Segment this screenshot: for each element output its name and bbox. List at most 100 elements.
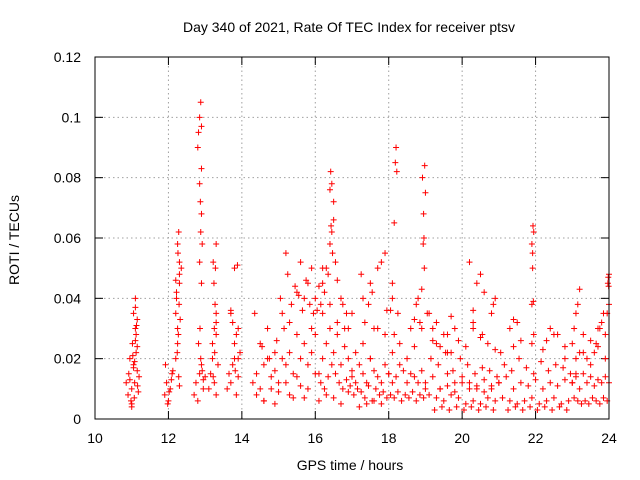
data-point	[315, 370, 322, 377]
y-tick-label: 0.08	[54, 170, 81, 186]
data-point	[530, 228, 537, 235]
data-point	[166, 388, 173, 395]
data-point	[415, 379, 422, 386]
data-point	[212, 265, 219, 272]
data-point	[363, 379, 370, 386]
x-tick-label: 12	[161, 430, 177, 446]
data-point	[343, 376, 350, 383]
data-point	[516, 355, 523, 362]
data-point	[325, 373, 332, 380]
data-point	[325, 271, 332, 278]
data-point	[574, 301, 581, 308]
data-point	[304, 385, 311, 392]
data-point	[130, 310, 137, 317]
data-point	[129, 340, 136, 347]
data-point	[532, 376, 539, 383]
data-point	[602, 331, 609, 338]
data-point	[260, 397, 267, 404]
data-point	[422, 385, 429, 392]
data-point	[385, 370, 392, 377]
y-tick-label: 0	[73, 411, 81, 427]
data-point	[234, 262, 241, 269]
data-point	[133, 322, 140, 329]
data-point	[389, 379, 396, 386]
data-point	[420, 210, 427, 217]
y-tick-label: 0.06	[54, 230, 81, 246]
data-point	[323, 340, 330, 347]
data-point	[499, 394, 506, 401]
data-point	[328, 361, 335, 368]
data-point	[529, 250, 536, 257]
data-point	[175, 373, 182, 380]
data-point	[292, 283, 299, 290]
data-point	[372, 385, 379, 392]
data-point	[237, 349, 244, 356]
data-point	[506, 397, 513, 404]
data-point	[231, 265, 238, 272]
data-point	[378, 259, 385, 266]
data-point	[343, 310, 350, 317]
data-point	[259, 343, 266, 350]
y-axis-label: ROTI / TECUs	[6, 195, 22, 285]
data-point	[257, 385, 264, 392]
data-point	[304, 280, 311, 287]
data-point	[282, 361, 289, 368]
data-point	[326, 186, 333, 193]
data-point	[475, 406, 482, 413]
data-point	[400, 367, 407, 374]
data-point	[374, 265, 381, 272]
data-point	[352, 349, 359, 356]
data-point	[510, 316, 517, 323]
data-point	[209, 355, 216, 362]
data-point	[483, 403, 490, 410]
data-point	[583, 355, 590, 362]
data-point	[172, 355, 179, 362]
data-point	[251, 310, 258, 317]
data-point	[422, 189, 429, 196]
data-point	[345, 355, 352, 362]
data-point	[337, 361, 344, 368]
data-point	[569, 379, 576, 386]
data-point	[394, 388, 401, 395]
data-point	[176, 382, 183, 389]
data-point	[293, 373, 300, 380]
data-point	[596, 400, 603, 407]
data-point	[264, 325, 271, 332]
data-point	[134, 343, 141, 350]
data-point	[437, 385, 444, 392]
data-point	[173, 289, 180, 296]
data-point	[418, 325, 425, 332]
data-point	[459, 379, 466, 386]
data-point	[492, 397, 499, 404]
data-point	[560, 364, 567, 371]
data-point	[334, 277, 341, 284]
x-tick-label: 22	[528, 430, 544, 446]
data-point	[409, 388, 416, 395]
data-point	[470, 319, 477, 326]
data-point	[271, 367, 278, 374]
data-point	[598, 319, 605, 326]
data-point	[360, 370, 367, 377]
data-point	[275, 388, 282, 395]
data-point	[196, 180, 203, 187]
data-point	[571, 394, 578, 401]
data-point	[492, 295, 499, 302]
data-point	[525, 382, 532, 389]
data-point	[517, 337, 524, 344]
data-point	[174, 340, 181, 347]
data-point	[174, 250, 181, 257]
data-point	[279, 310, 286, 317]
data-point	[473, 280, 480, 287]
data-point	[334, 319, 341, 326]
data-point	[457, 355, 464, 362]
data-point	[528, 241, 535, 248]
data-point	[598, 379, 605, 386]
data-point	[257, 340, 264, 347]
data-point	[543, 397, 550, 404]
plot-frame	[94, 56, 610, 420]
data-point	[605, 274, 612, 281]
data-point	[470, 307, 477, 314]
data-point	[213, 391, 220, 398]
data-point	[514, 319, 521, 326]
